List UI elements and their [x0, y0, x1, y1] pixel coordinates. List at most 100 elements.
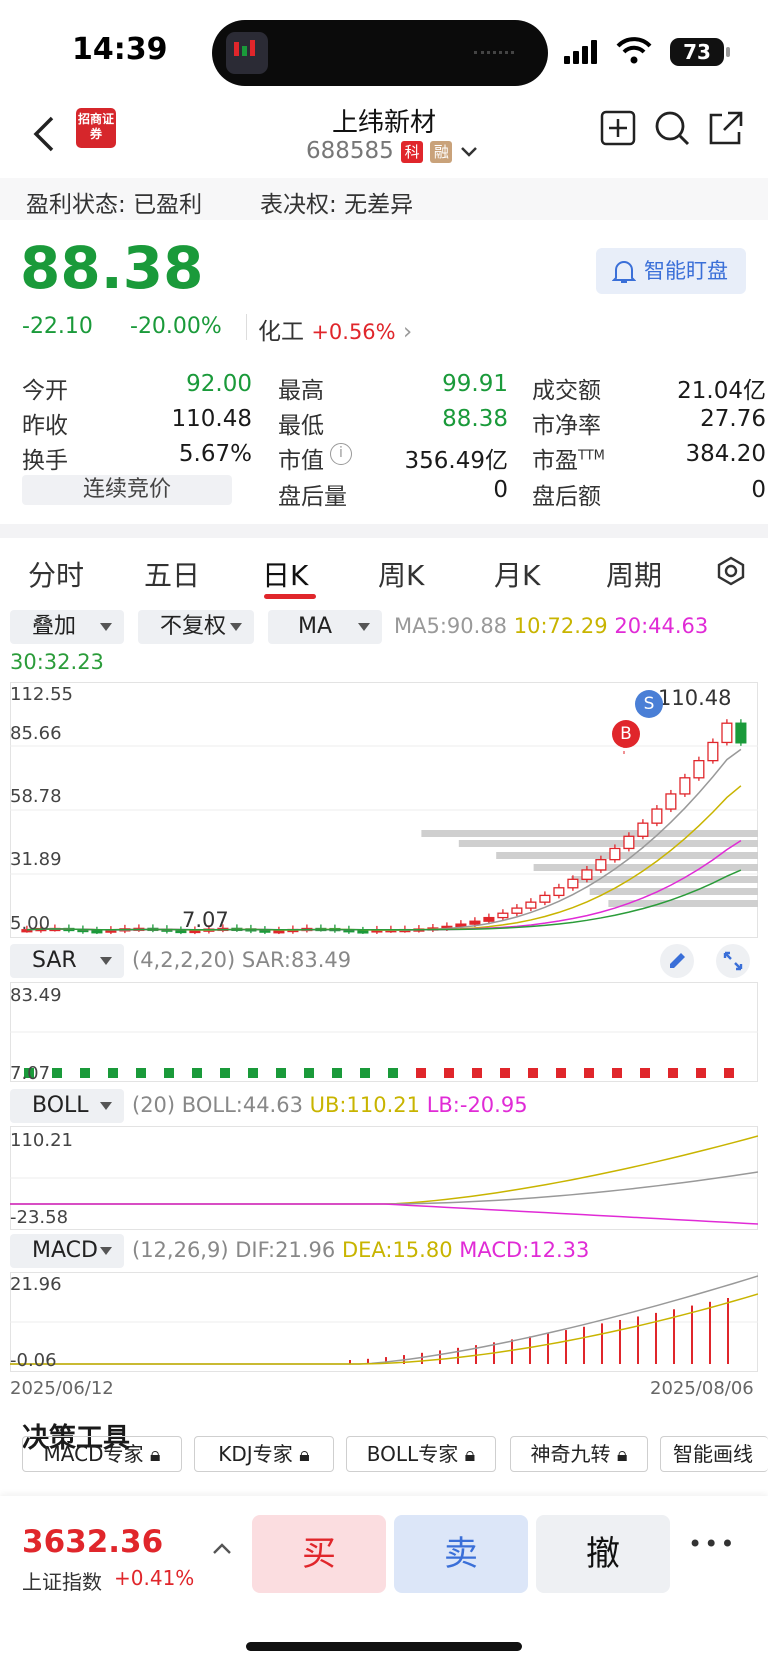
edit-button[interactable]	[660, 944, 694, 978]
sar-dot	[332, 1068, 342, 1078]
dynamic-island	[212, 20, 548, 86]
boll-chart[interactable]	[10, 1126, 758, 1230]
candle-body	[497, 912, 509, 919]
active-tab-indicator	[264, 594, 316, 599]
tab-daily-k[interactable]: 日K	[262, 559, 309, 592]
kline-chart[interactable]	[10, 682, 758, 938]
tab-minute[interactable]: 分时	[28, 559, 85, 592]
candle-body	[455, 923, 467, 928]
macd-dif-line	[10, 1275, 758, 1365]
sar-chart[interactable]	[10, 982, 758, 1082]
volume-profile-bar	[496, 852, 758, 859]
candle-body	[707, 741, 719, 762]
boll-axis-bottom: -23.58	[10, 1207, 69, 1228]
boll-mid-band	[10, 1171, 758, 1205]
candle-body	[679, 777, 691, 795]
macd-dropdown[interactable]: MACD	[10, 1234, 124, 1268]
sar-dot	[612, 1068, 622, 1078]
sar-dot	[640, 1068, 650, 1078]
chevron-up-icon[interactable]	[212, 1542, 232, 1556]
search-icon[interactable]	[654, 110, 690, 146]
tab-weekly-k[interactable]: 周K	[378, 559, 425, 592]
overlay-dropdown[interactable]: 叠加	[10, 610, 124, 644]
tool-macd[interactable]: MACD专家 🔒︎	[22, 1436, 182, 1472]
sector-link[interactable]: 化工 +0.56% ›	[258, 312, 412, 346]
sar-dot	[416, 1068, 426, 1078]
cancel-button[interactable]: 撤	[536, 1515, 670, 1593]
boll-param-text: (20)	[132, 1093, 176, 1117]
broker-logo-text: 招商证券	[77, 112, 114, 141]
boll-label: BOLL	[32, 1093, 89, 1118]
macd-axis-bottom: -0.06	[10, 1350, 57, 1371]
date-end: 2025/08/06	[650, 1378, 754, 1399]
lock-icon: 🔒︎	[299, 1442, 310, 1466]
wifi-icon	[616, 37, 652, 64]
stat-value: 5.67%	[178, 441, 252, 467]
smart-watch-button[interactable]: 智能盯盘	[596, 248, 746, 294]
tool-kdj[interactable]: KDJ专家 🔒︎	[194, 1436, 334, 1472]
date-start: 2025/06/12	[10, 1378, 114, 1399]
boll-ub: UB:110.21	[309, 1093, 420, 1117]
margin-tag: 融	[430, 140, 453, 163]
buy-marker[interactable]: B	[612, 720, 640, 748]
star-market-tag: 科	[401, 140, 424, 163]
macd-chart[interactable]	[10, 1272, 758, 1372]
expand-button[interactable]	[716, 944, 750, 978]
tool-nine-turn[interactable]: 神奇九转 🔒︎	[510, 1436, 648, 1472]
axis-label-4: 31.89	[10, 849, 62, 870]
stat-label: 昨收	[22, 413, 68, 439]
sar-dropdown[interactable]: SAR	[10, 944, 124, 978]
more-icon[interactable]: •••	[688, 1530, 737, 1558]
home-indicator	[246, 1642, 522, 1651]
section-gap	[0, 524, 768, 538]
boll-dropdown[interactable]: BOLL	[10, 1089, 124, 1123]
add-watchlist-icon[interactable]	[600, 110, 636, 146]
macd-dif: DIF:21.96	[235, 1238, 336, 1262]
sar-dot	[192, 1068, 202, 1078]
candle-body	[273, 930, 285, 934]
ma-values: MA5:90.88 10:72.29 20:44.63	[394, 614, 708, 638]
tool-smart-draw[interactable]: 智能画线	[660, 1436, 768, 1472]
candle-body	[21, 929, 33, 933]
macd-params: (12,26,9) DIF:21.96 DEA:15.80 MACD:12.33	[132, 1238, 589, 1262]
index-value[interactable]: 3632.36	[22, 1524, 164, 1560]
ma-label: MA	[298, 614, 333, 639]
tab-five-day[interactable]: 五日	[144, 559, 201, 592]
sell-marker[interactable]: S	[635, 690, 663, 718]
stat-label: 今开	[22, 378, 68, 404]
sar-dot	[24, 1068, 34, 1078]
battery-tip	[726, 47, 730, 57]
stat-label: 市净率	[532, 413, 601, 439]
macd-axis-top: 21.96	[10, 1274, 62, 1295]
volume-profile-bar	[608, 900, 758, 907]
sar-dot	[668, 1068, 678, 1078]
candle-body	[567, 878, 579, 889]
tool-boll[interactable]: BOLL专家 🔒︎	[346, 1436, 496, 1472]
stat-label: 市值	[278, 448, 324, 474]
axis-label-bottom: 5.00	[10, 913, 51, 934]
sar-dot	[528, 1068, 538, 1078]
expand-icon	[723, 951, 743, 971]
tab-period[interactable]: 周期	[606, 559, 663, 592]
back-icon[interactable]	[30, 114, 58, 154]
index-pct: +0.41%	[114, 1566, 195, 1590]
clock: 14:39	[72, 32, 168, 67]
index-name: 上证指数	[22, 1570, 102, 1594]
stat-label: 换手	[22, 448, 68, 474]
share-icon[interactable]	[708, 110, 744, 146]
ma-dropdown[interactable]: MA	[268, 610, 382, 644]
sar-dot	[696, 1068, 706, 1078]
tool-boll-label: BOLL专家	[366, 1442, 459, 1466]
buy-button[interactable]: 买	[252, 1515, 386, 1593]
adjust-dropdown[interactable]: 不复权	[138, 610, 254, 644]
info-icon[interactable]: i	[330, 443, 352, 465]
price-change: -22.10	[22, 314, 93, 339]
macd-dea-line	[10, 1293, 758, 1365]
tab-monthly-k[interactable]: 月K	[494, 559, 541, 592]
voting-rights: 表决权: 无差异	[260, 185, 413, 219]
sell-button[interactable]: 卖	[394, 1515, 528, 1593]
sar-dot	[220, 1068, 230, 1078]
stock-code-row[interactable]: 688585 科 融	[306, 138, 478, 164]
candle-body	[693, 760, 705, 779]
settings-icon[interactable]	[716, 556, 746, 586]
